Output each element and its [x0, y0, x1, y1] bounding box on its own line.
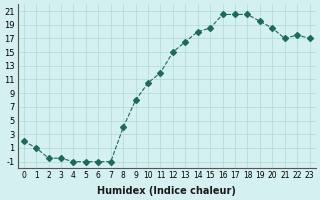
X-axis label: Humidex (Indice chaleur): Humidex (Indice chaleur) [97, 186, 236, 196]
